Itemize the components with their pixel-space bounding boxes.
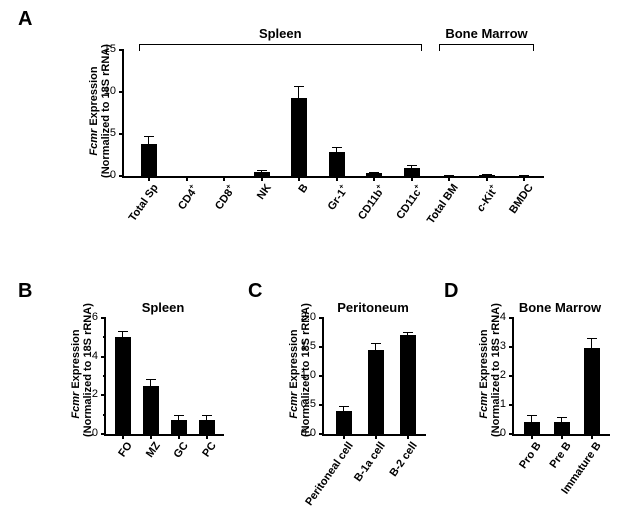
- error-cap: [527, 415, 537, 416]
- xtick-label: Pre B: [548, 440, 574, 470]
- bar: [554, 422, 570, 434]
- chart-title: Bone Marrow: [512, 300, 608, 315]
- bar: [524, 422, 540, 434]
- xtick-label: Pro B: [517, 440, 544, 471]
- error-cap: [557, 417, 567, 418]
- error-bar: [591, 338, 592, 348]
- error-bar: [531, 415, 532, 422]
- y-axis-label: Fcmr Expression(Normalized to 18S rRNA): [478, 311, 502, 437]
- chart-d: 01234Pro BPre BImmature B Fcmr Expression…: [0, 0, 629, 508]
- bar: [584, 348, 600, 434]
- error-cap: [587, 338, 597, 339]
- figure-root: A B C D 051015Total SpCD4+CD8+NKBGr-1+CD…: [0, 0, 629, 508]
- plot-area: 01234Pro BPre BImmature B: [512, 318, 610, 436]
